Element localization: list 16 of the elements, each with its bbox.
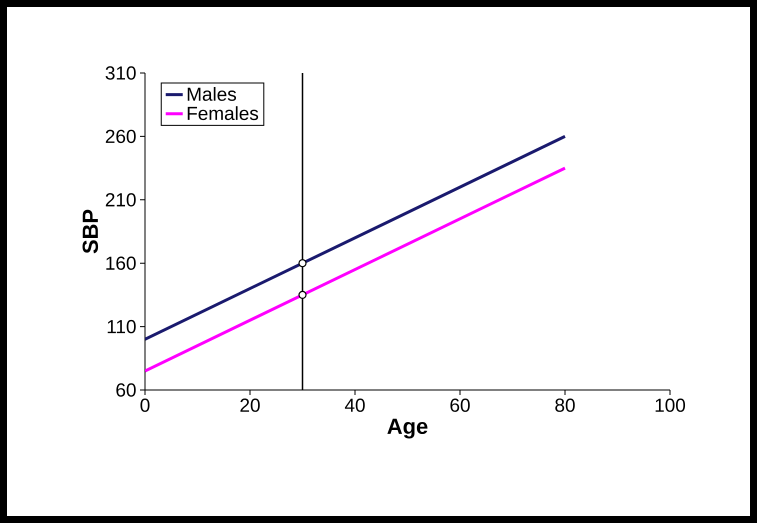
- x-tick-label: 0: [140, 398, 150, 412]
- x-tick-label: 80: [555, 398, 575, 412]
- x-tick-label: 60: [450, 398, 470, 412]
- legend-label: Females: [188, 106, 258, 120]
- x-tick-label: 20: [240, 398, 260, 412]
- y-tick-label: 60: [116, 383, 136, 397]
- y-tick-label: 110: [108, 320, 136, 334]
- y-axis-title: SBP: [82, 210, 98, 254]
- y-tick-label: 160: [106, 256, 136, 270]
- y-tick-label: 260: [106, 130, 136, 144]
- legend-label: Males: [188, 86, 236, 101]
- x-axis-title: Age: [387, 418, 428, 438]
- x-tick-label: 40: [344, 398, 365, 412]
- y-tick-label: 310: [106, 66, 136, 80]
- x-tick-label: 100: [656, 398, 686, 412]
- y-tick-label: 210: [106, 193, 136, 206]
